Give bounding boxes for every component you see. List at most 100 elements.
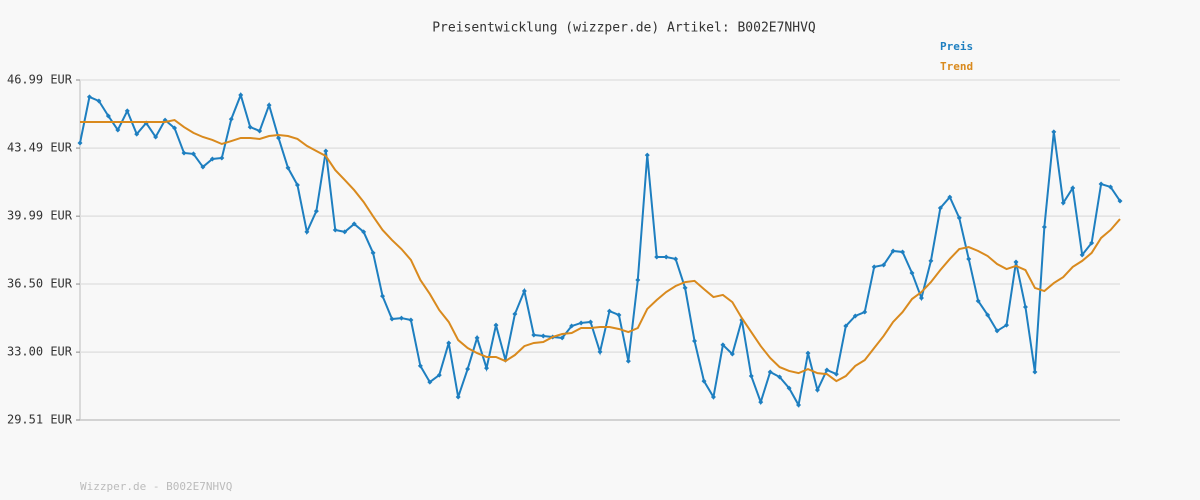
point — [342, 229, 348, 235]
point — [956, 215, 962, 221]
point — [588, 319, 594, 325]
point — [1117, 198, 1123, 204]
point — [181, 150, 187, 156]
point — [843, 323, 849, 329]
point — [710, 394, 716, 400]
point — [1070, 185, 1076, 191]
point — [209, 156, 215, 162]
point — [521, 288, 527, 294]
point — [937, 205, 943, 211]
point — [692, 338, 698, 344]
point — [814, 387, 820, 393]
y-tick-label: 36.50 EUR — [7, 277, 73, 291]
point — [332, 227, 338, 233]
series-line — [79, 91, 1121, 408]
point — [862, 309, 868, 315]
point — [569, 323, 575, 329]
point — [777, 374, 783, 380]
point — [1022, 304, 1028, 310]
point — [578, 320, 584, 326]
point — [484, 365, 490, 371]
point — [748, 373, 754, 379]
point — [105, 113, 111, 119]
point — [663, 254, 669, 260]
point — [370, 250, 376, 256]
point — [918, 295, 924, 301]
point — [635, 277, 641, 283]
y-tick-label: 39.99 EUR — [7, 209, 73, 223]
y-tick-label: 29.51 EUR — [7, 413, 73, 427]
point — [276, 135, 282, 141]
point — [1041, 224, 1047, 230]
point — [540, 333, 546, 339]
point — [852, 313, 858, 319]
point — [380, 293, 386, 299]
point — [153, 134, 159, 140]
point — [228, 116, 234, 122]
point — [625, 358, 631, 364]
point — [975, 298, 981, 304]
legend-label: Trend — [940, 60, 973, 73]
chart-title: Preisentwicklung (wizzper.de) Artikel: B… — [432, 21, 816, 36]
point — [361, 229, 367, 235]
point — [1098, 181, 1104, 187]
point — [172, 125, 178, 131]
point — [266, 102, 272, 108]
point — [682, 285, 688, 291]
point — [190, 151, 196, 157]
point — [115, 127, 121, 133]
point — [1051, 129, 1057, 135]
point — [531, 332, 537, 338]
point — [124, 108, 130, 114]
legend-label: Preis — [940, 40, 973, 53]
y-tick-label: 43.49 EUR — [7, 141, 73, 155]
point — [313, 208, 319, 214]
point — [1004, 322, 1010, 328]
point — [1032, 369, 1038, 375]
point — [455, 394, 461, 400]
point — [909, 270, 915, 276]
point — [96, 98, 102, 104]
point — [238, 92, 244, 98]
point — [200, 164, 206, 170]
footer: Wizzper.de - B002E7NHVQ — [80, 480, 232, 493]
point — [1108, 184, 1114, 190]
point — [408, 317, 414, 323]
point — [824, 367, 830, 373]
point — [1060, 200, 1066, 206]
point — [606, 308, 612, 314]
point — [871, 264, 877, 270]
point — [786, 385, 792, 391]
point — [436, 372, 442, 378]
point — [351, 221, 357, 227]
point — [219, 155, 225, 161]
point — [427, 379, 433, 385]
point — [701, 378, 707, 384]
point — [304, 229, 310, 235]
series-line — [80, 119, 1121, 383]
point — [1079, 252, 1085, 258]
point — [134, 131, 140, 137]
point — [833, 371, 839, 377]
point — [1013, 259, 1019, 265]
point — [446, 340, 452, 346]
point — [928, 258, 934, 264]
point — [465, 366, 471, 372]
point — [758, 399, 764, 405]
point — [294, 182, 300, 188]
point — [86, 94, 92, 100]
point — [720, 342, 726, 348]
point — [644, 152, 650, 158]
point — [654, 254, 660, 260]
y-tick-label: 46.99 EUR — [7, 73, 73, 87]
point — [247, 124, 253, 130]
point — [616, 312, 622, 318]
point — [966, 256, 972, 262]
point — [881, 262, 887, 268]
y-tick-label: 33.00 EUR — [7, 345, 73, 359]
point — [389, 316, 395, 322]
point — [597, 349, 603, 355]
point — [1089, 240, 1095, 246]
